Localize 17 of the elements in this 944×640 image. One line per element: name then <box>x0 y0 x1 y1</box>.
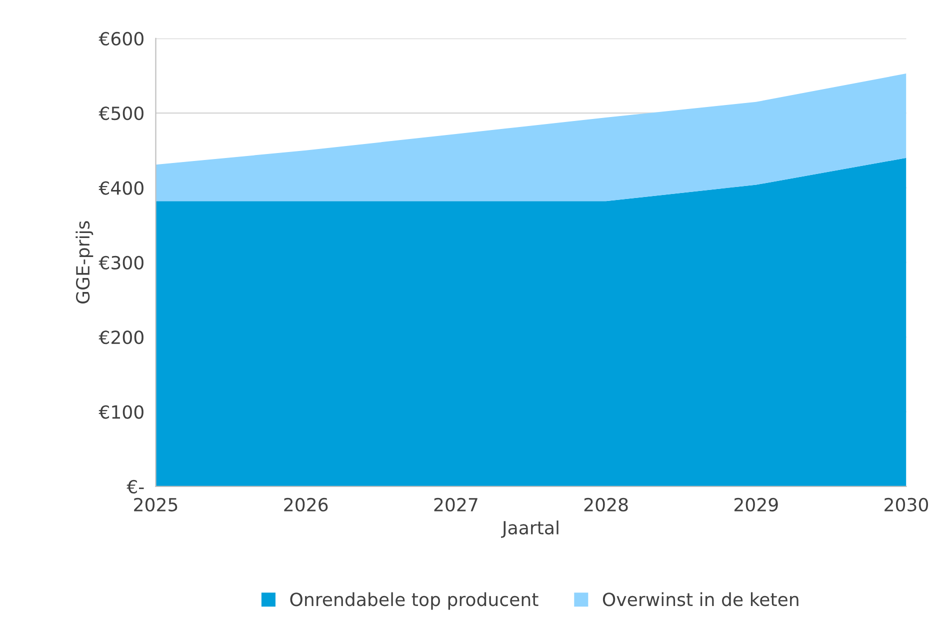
x-axis-title: Jaartal <box>501 520 558 538</box>
legend-label: Onrendabele top producent <box>290 592 538 610</box>
x-tick-label: 2030 <box>884 498 928 512</box>
y-tick-label: €400 <box>98 181 144 195</box>
y-axis-title: GGE-prijs <box>76 221 94 304</box>
y-tick-label: €100 <box>98 405 144 419</box>
legend-label: Overwinst in de keten <box>602 592 798 606</box>
y-tick-label: €600 <box>98 32 144 46</box>
y-tick-label: €500 <box>98 106 144 120</box>
y-tick-label: €200 <box>98 330 144 344</box>
x-tick-label: 2027 <box>434 498 478 512</box>
x-tick-label: 2028 <box>584 498 628 512</box>
x-tick-label: 2025 <box>134 498 178 512</box>
x-tick-label: 2029 <box>734 498 778 512</box>
y-tick-label: €- <box>126 480 144 494</box>
x-tick-label: 2026 <box>284 498 328 512</box>
y-tick-label: €300 <box>98 256 144 270</box>
